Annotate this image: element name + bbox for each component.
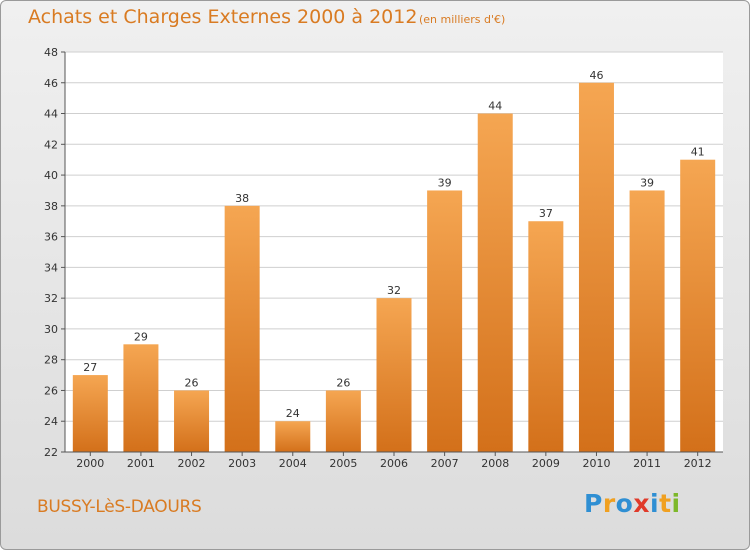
x-tick-label: 2005 (329, 457, 357, 470)
value-label: 32 (387, 284, 401, 297)
value-label: 26 (336, 376, 350, 389)
logo-letter: o (615, 489, 634, 518)
bar-2007 (427, 190, 463, 452)
bar-2006 (376, 298, 412, 452)
x-tick-label: 2001 (127, 457, 155, 470)
y-tick-label: 46 (44, 77, 58, 90)
bar-2002 (174, 390, 210, 452)
bar-2008 (477, 113, 513, 453)
x-tick-label: 2004 (279, 457, 307, 470)
bar-2009 (528, 221, 564, 452)
logo-letter: i (671, 489, 681, 518)
y-tick-label: 40 (44, 169, 58, 182)
x-tick-label: 2003 (228, 457, 256, 470)
y-tick-label: 32 (44, 292, 58, 305)
bar-2010 (578, 82, 614, 453)
bar-2011 (629, 190, 665, 452)
axes: 22 24 26 28 30 32 34 36 38 40 42 44 46 48 2000 2001 2002… (44, 46, 723, 470)
y-tick-label: 24 (44, 415, 58, 428)
y-tick-label: 48 (44, 46, 58, 59)
logo-letter: i (650, 489, 660, 518)
bar-2004 (275, 421, 311, 452)
y-tick-label: 38 (44, 200, 58, 213)
logo-letter: x (633, 489, 650, 518)
y-tick-label: 26 (44, 384, 58, 397)
value-label: 24 (286, 407, 300, 420)
x-tick-label: 2000 (76, 457, 104, 470)
value-label: 27 (83, 361, 97, 374)
y-tick-label: 42 (44, 138, 58, 151)
bar-2000 (72, 375, 108, 452)
proxiti-logo: Proxiti (584, 489, 681, 518)
logo-letter: r (602, 489, 616, 518)
bars: 27 29 26 38 24 26 32 39 44 37 46 39 41 (72, 69, 716, 453)
y-tick-label: 34 (44, 261, 58, 274)
x-tick-label: 2012 (684, 457, 712, 470)
value-label: 39 (640, 176, 654, 189)
y-tick-label: 44 (44, 108, 58, 121)
value-label: 44 (488, 100, 502, 113)
chart-subtitle: (en milliers d'€) (419, 13, 506, 26)
bar-2012 (680, 159, 716, 452)
value-label: 38 (235, 192, 249, 205)
y-tick-label: 36 (44, 231, 58, 244)
x-tick-label: 2002 (178, 457, 206, 470)
commune-name: BUSSY-LèS-DAOURS (37, 497, 202, 517)
bar-2003 (224, 205, 260, 452)
value-label: 46 (589, 69, 603, 82)
x-tick-label: 2008 (481, 457, 509, 470)
y-tick-label: 28 (44, 354, 58, 367)
bar-2001 (123, 344, 159, 452)
x-tick-label: 2010 (582, 457, 610, 470)
x-tick-label: 2009 (532, 457, 560, 470)
chart-title: Achats et Charges Externes 2000 à 2012 (28, 6, 418, 28)
value-label: 39 (438, 176, 452, 189)
value-label: 29 (134, 330, 148, 343)
y-tick-label: 30 (44, 323, 58, 336)
y-tick-label: 22 (44, 446, 58, 459)
logo-letter: P (584, 489, 603, 518)
x-tick-label: 2011 (633, 457, 661, 470)
value-label: 26 (185, 376, 199, 389)
value-label: 37 (539, 207, 553, 220)
logo-letter: t (659, 489, 672, 518)
bar-2005 (325, 390, 361, 452)
x-tick-label: 2007 (431, 457, 459, 470)
x-tick-label: 2006 (380, 457, 408, 470)
value-label: 41 (691, 146, 705, 159)
